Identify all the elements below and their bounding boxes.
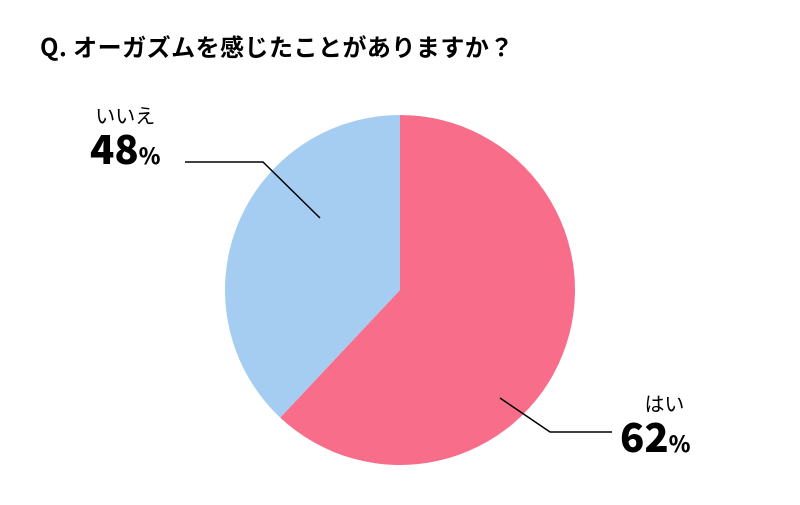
- label-yes-pct: %: [669, 427, 691, 459]
- label-yes: はい 62%: [620, 388, 690, 459]
- label-no-value-wrap: 48%: [90, 127, 160, 171]
- label-yes-value-wrap: 62%: [620, 415, 690, 459]
- label-no: いいえ 48%: [90, 100, 160, 171]
- label-yes-value: 62: [620, 406, 669, 464]
- label-no-value: 48: [90, 118, 139, 176]
- label-no-pct: %: [139, 139, 161, 171]
